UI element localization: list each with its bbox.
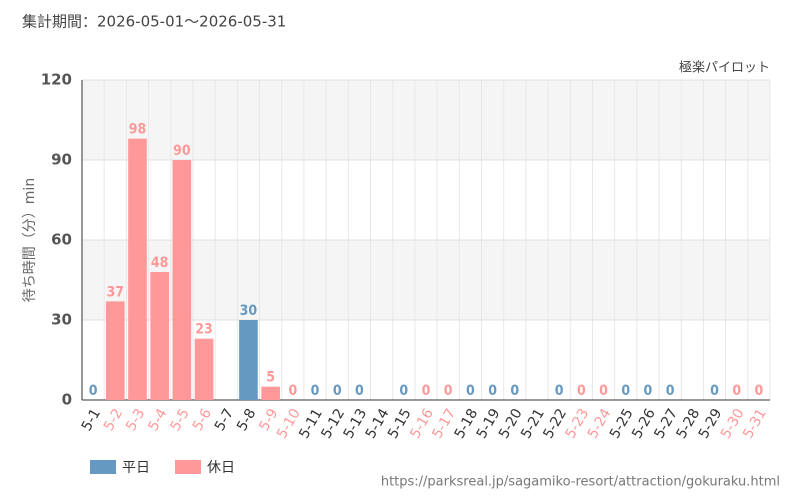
data-label: 48 bbox=[151, 255, 169, 271]
data-label: 23 bbox=[195, 322, 213, 338]
x-tick-label: 5-4 bbox=[145, 406, 170, 434]
x-tick-label: 5-6 bbox=[190, 406, 215, 434]
x-tick-label: 5-8 bbox=[234, 406, 259, 434]
data-label: 0 bbox=[466, 383, 475, 399]
x-tick-label: 5-2 bbox=[101, 406, 126, 434]
y-tick-label: 90 bbox=[51, 151, 72, 169]
data-label: 0 bbox=[89, 383, 98, 399]
data-label: 37 bbox=[107, 284, 125, 300]
y-tick-label: 30 bbox=[51, 311, 72, 329]
x-tick-label: 5-31 bbox=[740, 406, 770, 442]
data-label: 0 bbox=[422, 383, 431, 399]
bar bbox=[128, 138, 147, 400]
data-label: 0 bbox=[644, 383, 653, 399]
legend-label: 休日 bbox=[207, 460, 235, 476]
data-label: 0 bbox=[355, 383, 364, 399]
bar bbox=[172, 160, 192, 400]
x-tick-label: 5-7 bbox=[212, 406, 237, 434]
data-label: 0 bbox=[488, 383, 497, 399]
x-tick-label: 5-3 bbox=[123, 406, 148, 434]
chart-subtitle: 極楽パイロット bbox=[679, 60, 770, 76]
data-label: 0 bbox=[444, 383, 453, 399]
data-label: 0 bbox=[710, 383, 719, 399]
y-tick-label: 0 bbox=[62, 391, 72, 409]
data-label: 0 bbox=[288, 383, 297, 399]
data-label: 90 bbox=[173, 143, 191, 159]
grid-band bbox=[82, 80, 770, 160]
data-label: 0 bbox=[732, 383, 741, 399]
data-label: 0 bbox=[621, 383, 630, 399]
data-label: 98 bbox=[129, 122, 147, 138]
data-label: 5 bbox=[266, 370, 275, 386]
data-label: 0 bbox=[555, 383, 564, 399]
data-label: 0 bbox=[577, 383, 586, 399]
data-label: 0 bbox=[599, 383, 608, 399]
bar bbox=[261, 386, 280, 400]
legend-label: 平日 bbox=[122, 460, 150, 476]
source-url: https://parksreal.jp/sagamiko-resort/att… bbox=[381, 475, 780, 490]
bar bbox=[105, 301, 125, 400]
bar bbox=[194, 338, 214, 400]
legend-swatch bbox=[90, 460, 116, 474]
x-tick-label: 5-1 bbox=[79, 406, 104, 434]
chart-title: 集計期間：2026-05-01～2026-05-31 bbox=[22, 13, 286, 31]
x-tick-label: 5-5 bbox=[168, 406, 193, 434]
data-label: 0 bbox=[755, 383, 764, 399]
y-tick-label: 60 bbox=[51, 231, 72, 249]
data-label: 0 bbox=[666, 383, 675, 399]
data-label: 30 bbox=[240, 303, 258, 319]
legend-swatch bbox=[175, 460, 201, 474]
y-axis-label: 待ち時間（分）min bbox=[22, 178, 38, 302]
grid-band bbox=[82, 240, 770, 320]
y-tick-label: 120 bbox=[41, 71, 72, 89]
bar bbox=[239, 320, 258, 400]
data-label: 0 bbox=[399, 383, 408, 399]
data-label: 0 bbox=[311, 383, 320, 399]
bar bbox=[150, 272, 169, 400]
data-label: 0 bbox=[510, 383, 519, 399]
data-label: 0 bbox=[333, 383, 342, 399]
